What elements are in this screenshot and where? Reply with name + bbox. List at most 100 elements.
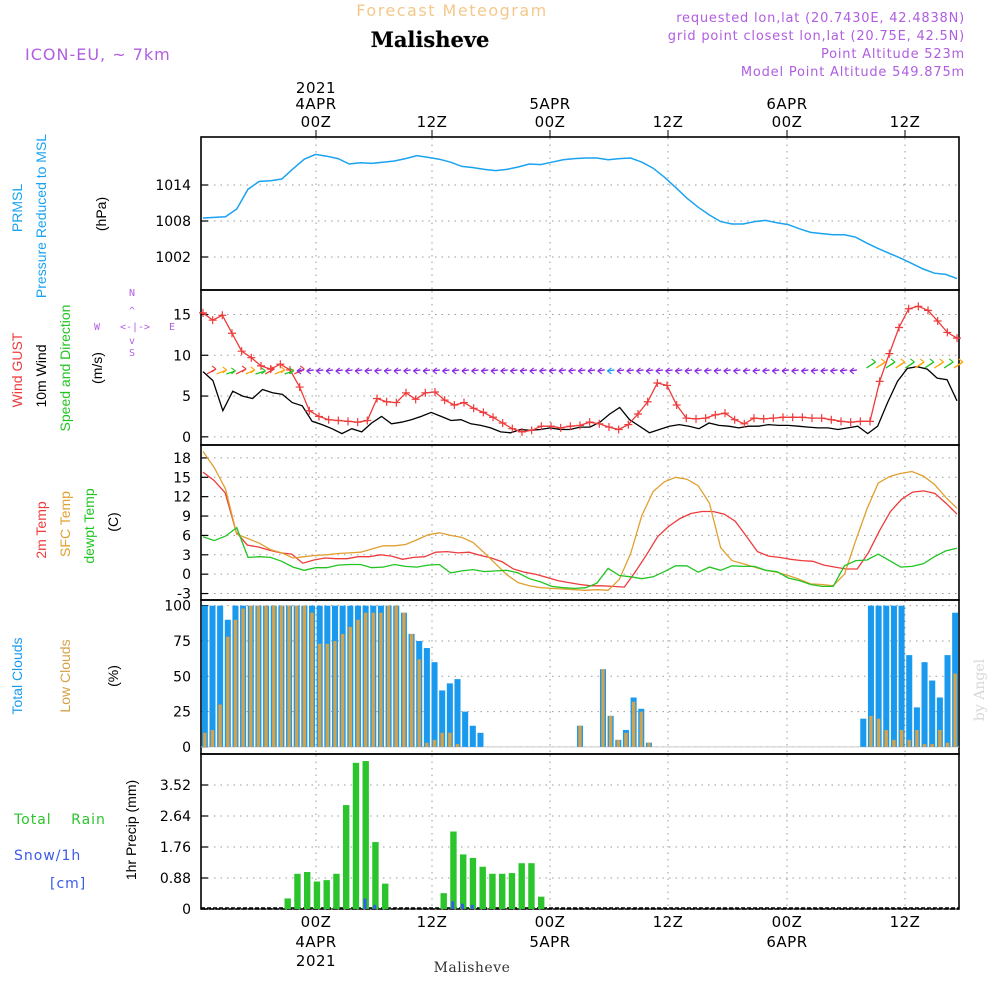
gust-marker — [334, 416, 343, 425]
low-cloud-bar — [394, 605, 398, 747]
pressure-label-prmsl: PRMSL — [9, 184, 25, 232]
bottom-tick-hour: 12Z — [417, 913, 448, 931]
y-tick-label: 2.64 — [160, 809, 191, 825]
wind-direction-arrowhead — [413, 367, 418, 375]
y-tick-label: 6 — [182, 528, 191, 544]
total-cloud-bar — [936, 697, 943, 747]
pressure-label-long: Pressure Reduced to MSL — [33, 134, 49, 298]
t2m-line — [202, 471, 958, 588]
low-cloud-bar — [226, 636, 230, 747]
rain-bar — [508, 873, 516, 909]
compass-cross-v2: v — [129, 336, 135, 347]
low-cloud-bar — [869, 715, 873, 747]
gust-marker — [788, 413, 797, 422]
low-cloud-bar — [432, 739, 437, 747]
low-cloud-bar — [907, 739, 911, 747]
low-cloud-bar — [448, 732, 452, 747]
panel-frame-4 — [200, 753, 960, 910]
precip-unit: 1hr Precip (mm) — [123, 780, 139, 880]
gust-marker — [643, 397, 652, 406]
total-cloud-bar — [477, 732, 484, 747]
gust-marker — [750, 414, 758, 423]
gust-marker — [257, 361, 265, 370]
gust-marker — [218, 311, 227, 320]
gust-marker — [411, 395, 420, 404]
y-tick-label: 1.76 — [160, 840, 191, 856]
watermark: by Angel — [972, 658, 988, 721]
low-cloud-bar — [241, 608, 245, 747]
wind-direction-arrowhead — [422, 367, 428, 375]
low-cloud-bar — [915, 729, 919, 747]
sfc-temp-line — [202, 451, 958, 591]
wind-direction-arrowhead — [742, 367, 748, 375]
wind-direction-arrowhead — [261, 367, 266, 375]
bottom-tick-date: 6APR — [766, 933, 807, 951]
wind-direction-arrowhead — [919, 358, 925, 366]
wind-direction-arrowhead — [771, 367, 777, 375]
top-tick-date: 4APR — [295, 95, 336, 113]
t2m-label: 2m Temp — [33, 501, 49, 559]
low-cloud-bar — [616, 739, 620, 747]
wind-direction-arrowhead — [890, 358, 896, 366]
low-cloud-bar — [233, 619, 238, 747]
low-cloud-bar — [340, 633, 345, 747]
gust-marker — [305, 406, 314, 415]
gust-marker — [421, 388, 430, 397]
gust-marker — [547, 422, 555, 431]
gust-marker — [450, 401, 459, 410]
wind-direction-arrowhead — [364, 367, 370, 375]
gust-marker — [914, 302, 923, 311]
data-series — [199, 153, 964, 909]
gust-marker — [585, 418, 594, 427]
station-title: Malisheve — [371, 27, 490, 52]
wind-direction-arrowhead — [325, 367, 331, 375]
gust-marker — [711, 410, 720, 419]
low-cloud-bar — [348, 626, 352, 747]
wind-direction-arrowhead — [791, 367, 797, 375]
wind-direction-arrowhead — [801, 367, 806, 375]
rain-bar — [362, 761, 369, 909]
wind-direction-arrowhead — [296, 367, 302, 375]
wind-direction-arrowhead — [587, 367, 593, 375]
rain-bar — [313, 881, 321, 909]
rain-bar — [479, 866, 486, 909]
wind-dir-label: Speed and Direction — [57, 305, 73, 432]
pressure-unit: (hPa) — [93, 197, 109, 231]
bottom-tick-hour: 12Z — [890, 913, 921, 931]
rain-bar — [372, 842, 379, 909]
gust-marker — [769, 414, 778, 423]
wind-direction-arrowhead — [241, 365, 247, 373]
total-clouds-label: Total Clouds — [9, 637, 25, 714]
gust-marker — [634, 410, 642, 418]
point-altitude: Point Altitude 523m — [821, 47, 965, 62]
total-cloud-bar — [921, 662, 928, 747]
y-tick-label: 0 — [182, 902, 191, 918]
compass-rose: N S W E <-|-> ^ v — [94, 288, 175, 359]
low-cloud-bar — [884, 729, 888, 747]
low-cloud-bar — [279, 605, 284, 747]
gust-marker — [537, 422, 546, 431]
y-tick-label: 50 — [173, 669, 191, 685]
bottom-tick-date: 5APR — [529, 933, 570, 951]
top-tick-year: 2021 — [296, 79, 336, 97]
gust-marker — [431, 387, 439, 396]
gust-marker — [276, 360, 285, 369]
bottom-tick-hour: 12Z — [653, 913, 684, 931]
wind-direction-arrowhead — [645, 367, 651, 375]
wind-direction-arrowhead — [299, 365, 305, 373]
wind-direction-arrowhead — [820, 367, 826, 375]
top-tick-hour: 12Z — [653, 113, 684, 131]
rain-bar — [382, 883, 389, 909]
total-cloud-bar — [929, 680, 936, 747]
snow-label: Snow/1h — [14, 848, 81, 864]
low-cloud-bar — [287, 605, 291, 747]
wind-direction-arrowhead — [354, 367, 360, 375]
wind-direction-arrowhead — [607, 367, 612, 375]
top-tick-hour: 12Z — [890, 113, 921, 131]
wind-direction-arrowhead — [316, 367, 321, 375]
low-cloud-bar — [249, 605, 253, 747]
gust-marker — [672, 401, 681, 410]
wind-direction-arrowhead — [393, 367, 399, 375]
y-tick-label: 10 — [173, 348, 191, 364]
total-cloud-bar — [906, 655, 913, 747]
